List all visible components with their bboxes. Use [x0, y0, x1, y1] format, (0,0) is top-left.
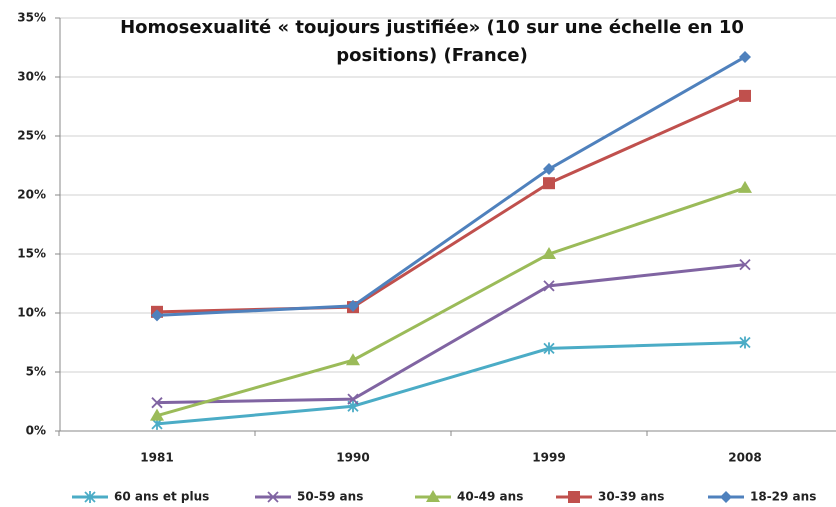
data-point [739, 89, 751, 102]
data-point [150, 408, 164, 421]
data-point [738, 180, 752, 193]
x-tick-label: 2008 [728, 451, 761, 465]
data-point [347, 299, 359, 312]
y-tick-label: 5% [26, 365, 46, 379]
data-point [346, 353, 360, 366]
series-line [156, 263, 746, 405]
chart-title: Homosexualité « toujours justifiée» (10 … [120, 17, 744, 66]
legend-marker [568, 491, 580, 503]
y-tick-label: 25% [17, 129, 46, 143]
y-tick-label: 10% [17, 306, 46, 320]
y-tick-label: 30% [17, 70, 46, 84]
series-line [156, 341, 746, 426]
data-point [542, 247, 556, 259]
legend-label: 40-49 ans [457, 490, 523, 504]
legend-label: 18-29 ans [750, 490, 816, 504]
y-tick-label: 20% [17, 188, 46, 202]
series-line [156, 186, 746, 418]
data-point [739, 50, 751, 63]
x-tick-label: 1999 [532, 451, 565, 465]
legend-marker [267, 491, 279, 503]
data-point [739, 336, 751, 349]
legend-marker [84, 491, 96, 503]
y-tick-label: 35% [17, 11, 46, 25]
data-point [739, 258, 751, 271]
legend-label: 50-59 ans [297, 490, 363, 504]
legend-label: 60 ans et plus [114, 490, 209, 504]
data-point [347, 393, 359, 405]
legend-label: 30-39 ans [598, 490, 664, 504]
series-line [156, 55, 746, 317]
legend-marker [426, 490, 440, 502]
data-point [543, 280, 555, 292]
data-point [151, 309, 163, 322]
data-point [543, 163, 555, 176]
x-tick-label: 1990 [336, 451, 369, 465]
x-tick-label: 1981 [140, 451, 173, 465]
legend-marker [720, 491, 732, 503]
data-point [543, 177, 555, 190]
y-tick-label: 15% [17, 247, 46, 261]
data-point [543, 342, 555, 355]
data-point [151, 397, 163, 409]
y-tick-label: 0% [26, 424, 46, 438]
series-line [156, 94, 746, 314]
